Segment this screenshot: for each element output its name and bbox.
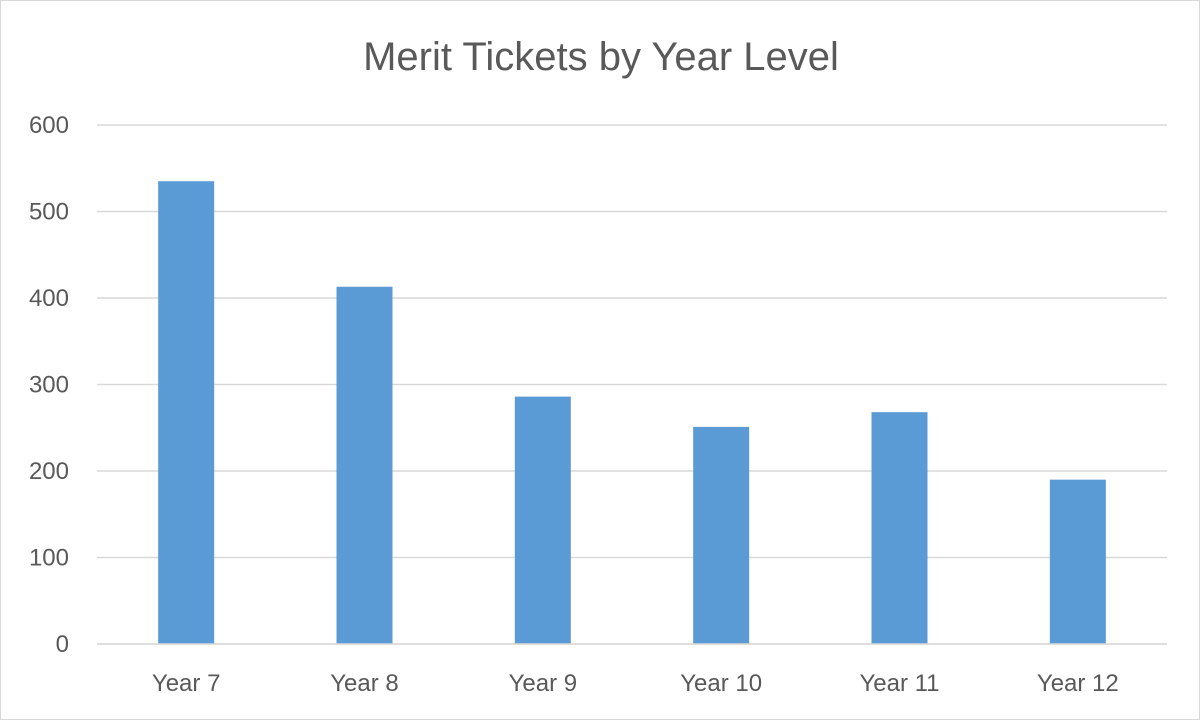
y-tick-label: 500 xyxy=(29,199,69,226)
chart-title: Merit Tickets by Year Level xyxy=(363,35,839,79)
x-tick-label: Year 12 xyxy=(1037,670,1119,697)
x-axis-ticks: Year 7 Year 8 Year 9 Year 10 Year 11 Year 12 xyxy=(152,670,1119,697)
gridlines xyxy=(97,124,1167,645)
bar-year-9 xyxy=(514,396,571,644)
y-tick-label: 300 xyxy=(29,372,69,399)
y-tick-label: 100 xyxy=(29,545,69,572)
bar-year-10 xyxy=(693,426,750,644)
x-tick-label: Year 10 xyxy=(680,670,762,697)
bar-year-12 xyxy=(1049,479,1106,644)
x-tick-label: Year 7 xyxy=(152,670,221,697)
bar-year-8 xyxy=(336,286,393,644)
y-tick-label: 200 xyxy=(29,458,69,485)
y-tick-label: 600 xyxy=(29,112,69,139)
bar-year-7 xyxy=(158,181,215,644)
x-tick-label: Year 11 xyxy=(859,670,939,697)
y-tick-label: 400 xyxy=(29,285,69,312)
x-tick-label: Year 9 xyxy=(509,670,578,697)
x-tick-label: Year 8 xyxy=(330,670,399,697)
bar-year-11 xyxy=(871,412,928,644)
bars xyxy=(97,181,1167,645)
y-axis-ticks: 0 100 200 300 400 500 600 xyxy=(29,112,69,658)
y-tick-label: 0 xyxy=(56,631,69,658)
